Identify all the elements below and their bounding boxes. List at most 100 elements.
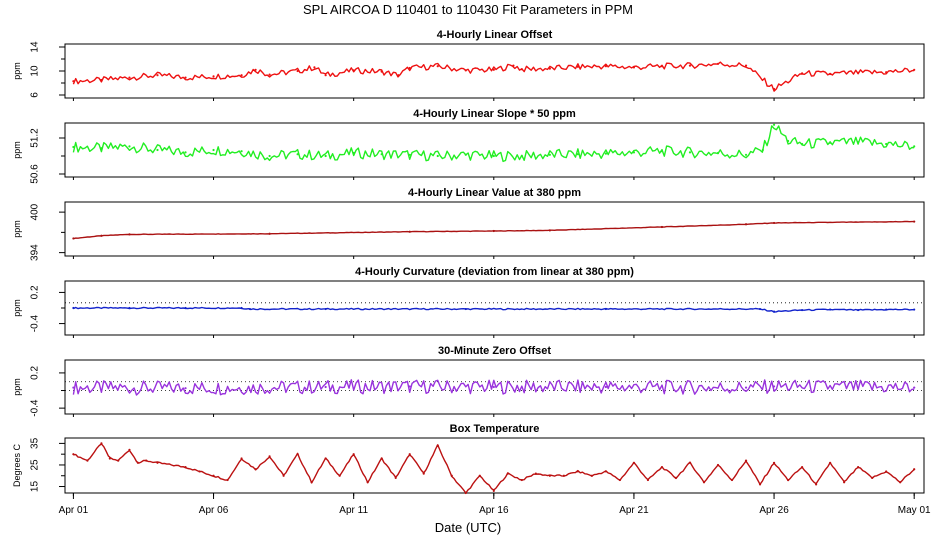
data-point: [86, 459, 89, 462]
data-point: [871, 476, 874, 480]
data-point: [632, 151, 636, 154]
data-point: [408, 66, 411, 70]
panel-frame: [64, 122, 925, 178]
data-point: [380, 457, 383, 460]
data-point: [184, 306, 187, 310]
data-point: [716, 62, 720, 65]
panel-2: 4-Hourly Linear Slope * 50 ppm ppm 50.6 51.…: [12, 108, 925, 184]
data-point: [857, 71, 860, 74]
panel-title: Box Temperature: [450, 423, 540, 435]
y-tick-label: 35: [30, 437, 41, 449]
data-point: [885, 470, 888, 473]
data-point: [688, 151, 692, 154]
data-point: [128, 233, 131, 236]
data-point: [786, 478, 790, 482]
data-point: [660, 65, 664, 68]
data-point: [394, 476, 397, 480]
data-point: [772, 385, 776, 388]
data-point: [716, 463, 720, 467]
data-point: [324, 154, 327, 158]
data-point: [772, 87, 776, 91]
data-point: [913, 308, 916, 311]
data-point: [520, 68, 523, 71]
data-point: [758, 307, 762, 311]
data-point: [145, 459, 148, 462]
data-point: [464, 491, 467, 495]
data-point: [520, 154, 523, 158]
data-point: [744, 386, 748, 389]
data-point: [397, 74, 400, 77]
data-point: [408, 385, 411, 388]
y-tick-label: 14: [30, 41, 41, 53]
data-point: [885, 308, 888, 311]
panel-title: 4-Hourly Linear Slope * 50 ppm: [413, 108, 576, 120]
data-point: [744, 64, 748, 67]
data-point: [184, 151, 187, 154]
y-tick-label: -0.4: [30, 315, 41, 333]
data-point: [338, 474, 341, 477]
panel-title: 30-Minute Zero Offset: [438, 345, 551, 357]
panel-3: 4-Hourly Linear Value at 380 ppm ppm 394 40…: [12, 187, 925, 261]
data-point: [128, 448, 131, 451]
x-tick-label: Apr 26: [759, 505, 789, 516]
panel-title: 4-Hourly Linear Offset: [437, 29, 553, 41]
data-point: [534, 472, 537, 475]
data-point: [492, 68, 495, 71]
data-point: [282, 474, 285, 477]
y-tick-label: 25: [30, 459, 41, 471]
data-point: [913, 68, 916, 71]
data-point: [761, 148, 764, 152]
data-point: [72, 145, 75, 149]
data-point: [408, 153, 411, 156]
data-point: [380, 70, 383, 73]
data-point: [324, 385, 327, 389]
data-point: [136, 461, 139, 464]
data-point: [464, 69, 467, 72]
data-point: [688, 64, 692, 67]
panel-frame: [64, 359, 925, 415]
data-point: [548, 67, 551, 70]
data-point: [913, 145, 916, 148]
data-point: [100, 78, 103, 82]
data-point: [72, 237, 75, 240]
data-point: [408, 453, 411, 456]
data-point: [380, 153, 383, 156]
panel-6: Box Temperature Degrees C 15 25 35: [12, 423, 925, 496]
data-point: [408, 230, 411, 233]
data-point: [857, 308, 860, 312]
data-point: [744, 223, 748, 226]
data-point: [464, 307, 467, 311]
data-point: [184, 76, 187, 79]
data-point: [548, 229, 551, 232]
data-point: [117, 459, 120, 462]
data-point: [520, 478, 523, 482]
figure-title: SPL AIRCOA D 110401 to 110430 Fit Parame…: [303, 2, 633, 17]
data-point: [604, 385, 608, 389]
data-point: [72, 386, 75, 389]
data-point: [436, 444, 439, 447]
data-point: [702, 481, 706, 484]
data-point: [268, 73, 271, 76]
data-point: [72, 453, 75, 456]
x-tick-label: May 01: [898, 505, 931, 516]
y-tick-label: 394: [30, 244, 41, 261]
y-tick-label: 6: [30, 92, 41, 98]
data-point: [913, 220, 916, 223]
data-point: [632, 66, 636, 69]
data-point: [240, 306, 243, 310]
y-axis-label: ppm: [12, 378, 22, 396]
y-axis-label: ppm: [12, 141, 22, 159]
x-tick-label: Apr 21: [619, 505, 649, 516]
panel-title: 4-Hourly Linear Value at 380 ppm: [408, 187, 581, 199]
y-tick-label: -0.4: [30, 399, 41, 417]
data-point: [100, 442, 103, 445]
data-point: [464, 153, 467, 156]
y-tick-label: 51.2: [30, 128, 41, 148]
data-point: [240, 457, 243, 460]
data-point: [310, 481, 313, 484]
data-point: [512, 64, 515, 67]
data-point: [843, 481, 846, 484]
data-point: [212, 75, 215, 78]
y-axis-label: ppm: [12, 62, 22, 80]
